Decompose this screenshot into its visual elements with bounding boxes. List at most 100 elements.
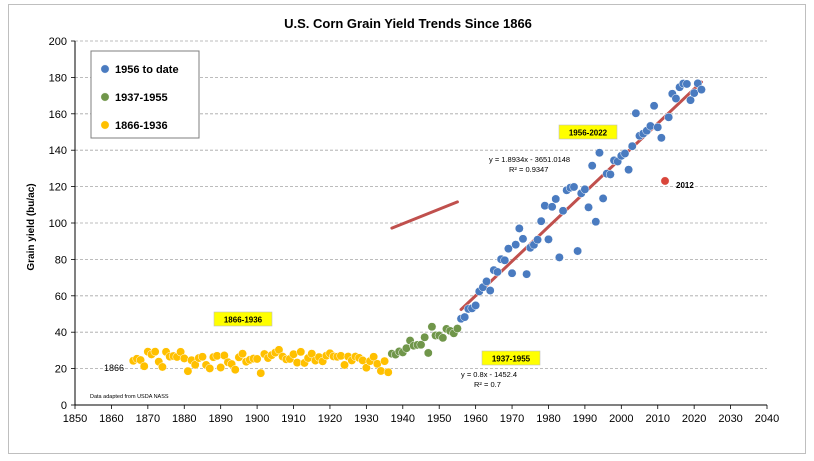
y-tick-label: 20 xyxy=(55,364,67,376)
point-1937-1955 xyxy=(416,340,426,350)
chart-title: U.S. Corn Grain Yield Trends Since 1866 xyxy=(284,16,532,31)
point-1956 to date xyxy=(631,108,641,118)
x-tick-label: 1910 xyxy=(281,413,305,425)
legend-marker xyxy=(100,64,110,74)
chart-svg: U.S. Corn Grain Yield Trends Since 1866 … xyxy=(26,16,779,425)
x-tick-label: 1900 xyxy=(245,413,269,425)
point-1956 to date xyxy=(656,133,666,143)
point-1956 to date xyxy=(689,88,699,98)
point-1956 to date xyxy=(482,276,492,286)
point-1866-1936 xyxy=(256,368,266,378)
annotation-box-1956 xyxy=(558,124,618,140)
point-1866-1936 xyxy=(216,363,226,372)
legend-label: 1956 to date xyxy=(115,64,179,76)
x-tick-label: 2030 xyxy=(718,413,742,425)
point-1956 to date xyxy=(547,202,557,212)
data-points xyxy=(128,78,706,378)
point-1956 to date xyxy=(540,201,550,211)
point-1956 to date xyxy=(493,267,502,277)
point-1956 to date xyxy=(595,148,604,158)
point-1956 to date xyxy=(533,235,542,245)
point-1956 to date xyxy=(522,269,532,279)
point-1956 to date xyxy=(664,112,674,122)
point-1956 to date xyxy=(460,312,470,322)
annotation-text-1956: 1956-2022 xyxy=(569,129,608,138)
y-tick-label: 120 xyxy=(49,182,67,194)
point-1866-1936 xyxy=(383,367,393,377)
point-1956 to date xyxy=(649,101,659,111)
point-1956 to date xyxy=(569,182,579,192)
point-1956 to date xyxy=(587,161,597,171)
y-tick-label: 40 xyxy=(55,327,67,339)
x-tick-label: 1990 xyxy=(573,413,597,425)
equation-1937-line2: R² = 0.7 xyxy=(474,380,501,389)
point-1956 to date xyxy=(554,252,564,262)
point-1866-1936 xyxy=(183,366,193,376)
x-tick-label: 2040 xyxy=(755,413,779,425)
x-tick-labels: 1850 1860 1870 1880 1890 1900 1910 1920 1930 1940… xyxy=(63,413,779,425)
source-note: Data adapted from USDA NASS xyxy=(90,394,169,400)
point-1956 to date xyxy=(671,94,681,103)
point-1937-1955 xyxy=(420,332,430,342)
point-1956 to date xyxy=(653,122,663,132)
point-1866-1936 xyxy=(205,363,215,373)
point-1956 to date xyxy=(598,193,608,203)
legend-label: 1866-1936 xyxy=(115,120,168,132)
chart-frame: U.S. Corn Grain Yield Trends Since 1866 … xyxy=(8,4,806,454)
point-1956 to date xyxy=(605,169,615,179)
annotation-1937-1955: 1937-1955 xyxy=(481,350,541,366)
annotation-text-1937: 1937-1955 xyxy=(492,355,531,364)
point-1866-1936 xyxy=(157,362,167,372)
x-tick-label: 2020 xyxy=(682,413,706,425)
point-1956 to date xyxy=(558,206,568,216)
equation-1937-line1: y = 0.8x - 1452.4 xyxy=(461,370,517,379)
point-1956 to date xyxy=(624,165,634,175)
annotation-1956-2022: 1956-2022 xyxy=(558,124,618,140)
annotation-1866-1936: 1866-1936 xyxy=(213,311,273,327)
point-1866-1936 xyxy=(307,349,317,359)
point-1866-1936 xyxy=(296,347,306,357)
point-1866-1936 xyxy=(340,360,349,370)
x-tick-label: 1960 xyxy=(463,413,487,425)
trendline-0 xyxy=(390,200,459,230)
y-tick-label: 100 xyxy=(49,218,67,230)
y-tick-labels: 0 20 40 60 80 100 120 140 160 180 200 xyxy=(49,36,67,412)
point-1956 to date xyxy=(646,121,655,131)
point-1866-1936 xyxy=(376,366,386,376)
x-tick-label: 2010 xyxy=(645,413,669,425)
point-1956 to date xyxy=(500,255,510,265)
x-tick-label: 1870 xyxy=(136,413,160,425)
x-tick-label: 1850 xyxy=(63,413,87,425)
x-tick-label: 1920 xyxy=(318,413,342,425)
y-tick-label: 60 xyxy=(55,291,67,303)
x-tick-label: 1940 xyxy=(391,413,415,425)
point-1956 to date xyxy=(696,85,706,95)
point-1956 to date xyxy=(536,216,546,226)
y-tick-label: 0 xyxy=(61,400,67,412)
x-tick-label: 1970 xyxy=(500,413,524,425)
point-1937-1955 xyxy=(452,324,462,334)
point-1956 to date xyxy=(551,194,561,204)
point-1866-1936 xyxy=(198,352,207,362)
legend-label: 1937-1955 xyxy=(115,92,168,104)
x-tick-label: 2000 xyxy=(609,413,633,425)
start-year-label: 1866 xyxy=(104,363,124,373)
point-1866-1936 xyxy=(179,353,189,363)
point-1956 to date xyxy=(503,244,513,254)
legend-marker xyxy=(100,120,110,130)
y-tick-label: 80 xyxy=(55,254,67,266)
point-1866-1936 xyxy=(230,365,240,375)
point-1956 to date xyxy=(686,95,695,105)
annotation-text-1866: 1866-1936 xyxy=(224,316,263,325)
equation-1956-line2: R² = 0.9347 xyxy=(509,165,548,174)
x-tick-label: 1860 xyxy=(99,413,123,425)
point-1866-1936 xyxy=(238,349,247,359)
point-1956 to date xyxy=(544,234,553,244)
x-tick-label: 1880 xyxy=(172,413,196,425)
gridlines xyxy=(75,40,767,370)
point-1866-1936 xyxy=(252,354,262,364)
point-1866-1936 xyxy=(380,356,390,366)
point-1956 to date xyxy=(485,286,495,295)
point-1937-1955 xyxy=(423,348,433,358)
y-tick-label: 200 xyxy=(49,36,67,48)
